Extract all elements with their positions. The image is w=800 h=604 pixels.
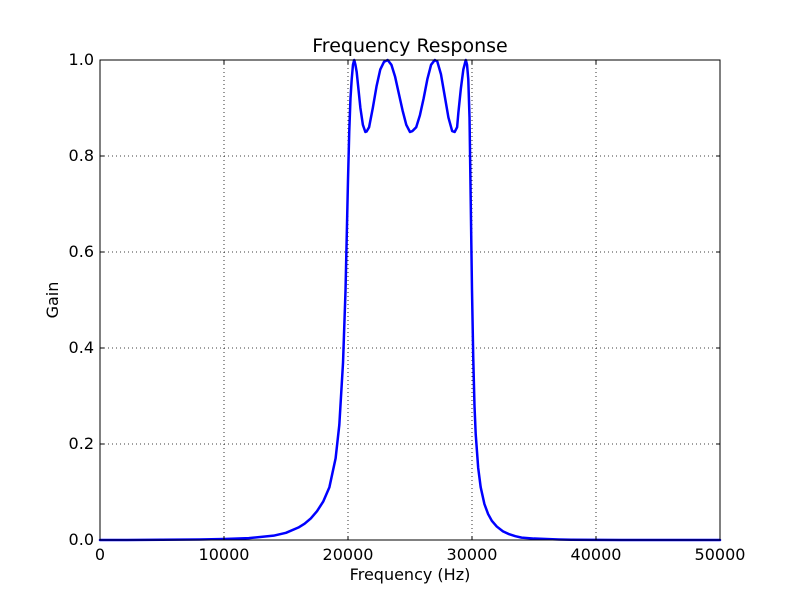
x-tick-label: 0: [95, 545, 105, 564]
ticks: 0 10000 20000 30000 40000 50000 0.0 0.2 0.4 0.6 0.…: [69, 50, 746, 564]
axes-frame: [99, 59, 721, 541]
y-tick-label: 1.0: [69, 50, 94, 69]
series-line: [98, 58, 722, 542]
y-tick-label: 0.4: [69, 338, 94, 357]
y-tick-label: 0.6: [69, 242, 94, 261]
x-tick-label: 20000: [323, 545, 374, 564]
x-tick-label: 30000: [447, 545, 498, 564]
y-tick-label: 0.8: [69, 146, 94, 165]
x-tick-label: 50000: [695, 545, 746, 564]
chart-title: Frequency Response: [312, 35, 507, 57]
x-tick-label: 40000: [571, 545, 622, 564]
x-tick-label: 10000: [199, 545, 250, 564]
y-tick-label: 0.0: [69, 530, 94, 549]
plot-area: [98, 58, 722, 542]
y-tick-label: 0.2: [69, 434, 94, 453]
y-axis-label: Gain: [43, 282, 62, 319]
x-axis-label: Frequency (Hz): [350, 565, 471, 584]
